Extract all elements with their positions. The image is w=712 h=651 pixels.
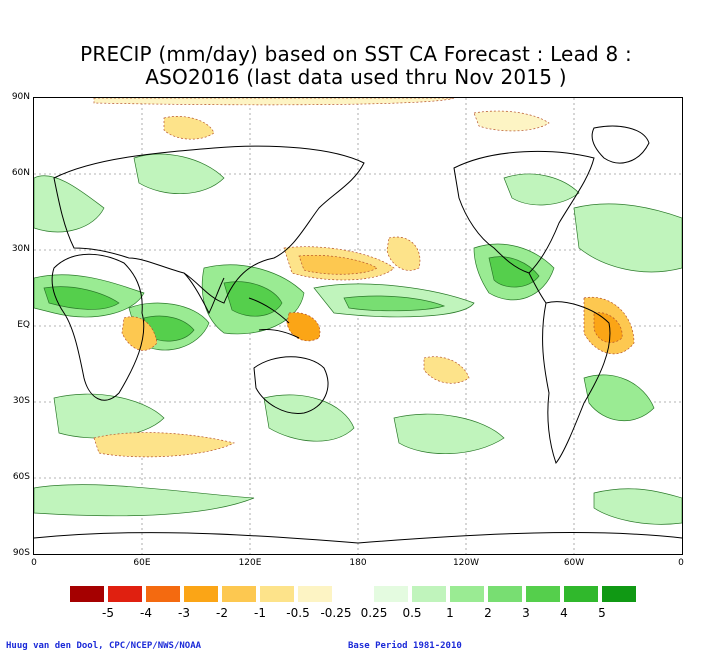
legend-swatch xyxy=(298,586,332,602)
legend-swatch xyxy=(70,586,104,602)
legend-label: 1 xyxy=(446,606,454,620)
precip-map xyxy=(33,97,683,555)
x-tick-label: 0 xyxy=(678,558,684,568)
legend-swatch xyxy=(336,586,370,602)
y-tick-label: 90S xyxy=(12,548,30,558)
legend-swatch xyxy=(108,586,142,602)
legend-label: 2 xyxy=(484,606,492,620)
x-tick-label: 60E xyxy=(133,558,151,568)
x-tick-label: 0 xyxy=(31,558,37,568)
legend-swatch xyxy=(602,586,636,602)
y-tick-label: 60N xyxy=(11,168,30,178)
legend-label: -5 xyxy=(102,606,114,620)
legend-label: -1 xyxy=(254,606,266,620)
footer-base-period: Base Period 1981-2010 xyxy=(348,641,462,651)
legend-swatch xyxy=(564,586,598,602)
x-tick-label: 60W xyxy=(563,558,585,568)
legend-swatch xyxy=(260,586,294,602)
legend-swatch xyxy=(488,586,522,602)
legend-label: 5 xyxy=(598,606,606,620)
x-tick-label: 180 xyxy=(349,558,367,568)
legend-swatch xyxy=(374,586,408,602)
legend-swatch xyxy=(222,586,256,602)
y-tick-label: 30S xyxy=(12,396,30,406)
y-tick-label: 60S xyxy=(12,472,30,482)
x-tick-label: 120E xyxy=(238,558,262,568)
y-tick-label: EQ xyxy=(17,320,30,330)
legend-label: -2 xyxy=(216,606,228,620)
dry-anomaly-regions xyxy=(93,98,635,458)
footer-credit: Huug van den Dool, CPC/NCEP/NWS/NOAA xyxy=(6,641,202,651)
x-tick-label: 120W xyxy=(452,558,480,568)
y-tick-label: 30N xyxy=(11,244,30,254)
legend-label: 0.5 xyxy=(402,606,422,620)
legend-swatch xyxy=(526,586,560,602)
legend-label: 0.25 xyxy=(360,606,388,620)
legend-label: 3 xyxy=(522,606,530,620)
legend-label: -0.5 xyxy=(286,606,310,620)
legend-swatch xyxy=(184,586,218,602)
y-tick-label: 90N xyxy=(11,92,30,102)
legend-label: 4 xyxy=(560,606,568,620)
legend-label: -3 xyxy=(178,606,190,620)
legend-label: -0.25 xyxy=(320,606,352,620)
legend-swatch xyxy=(146,586,180,602)
graticule xyxy=(34,98,682,554)
chart-title-line-1: PRECIP (mm/day) based on SST CA Forecast… xyxy=(80,42,632,66)
coastlines xyxy=(34,125,682,544)
legend-label: -4 xyxy=(140,606,152,620)
legend-swatch xyxy=(450,586,484,602)
legend-swatch xyxy=(412,586,446,602)
map-canvas xyxy=(34,98,682,554)
chart-title-line-2: ASO2016 (last data used thru Nov 2015 ) xyxy=(145,65,567,89)
